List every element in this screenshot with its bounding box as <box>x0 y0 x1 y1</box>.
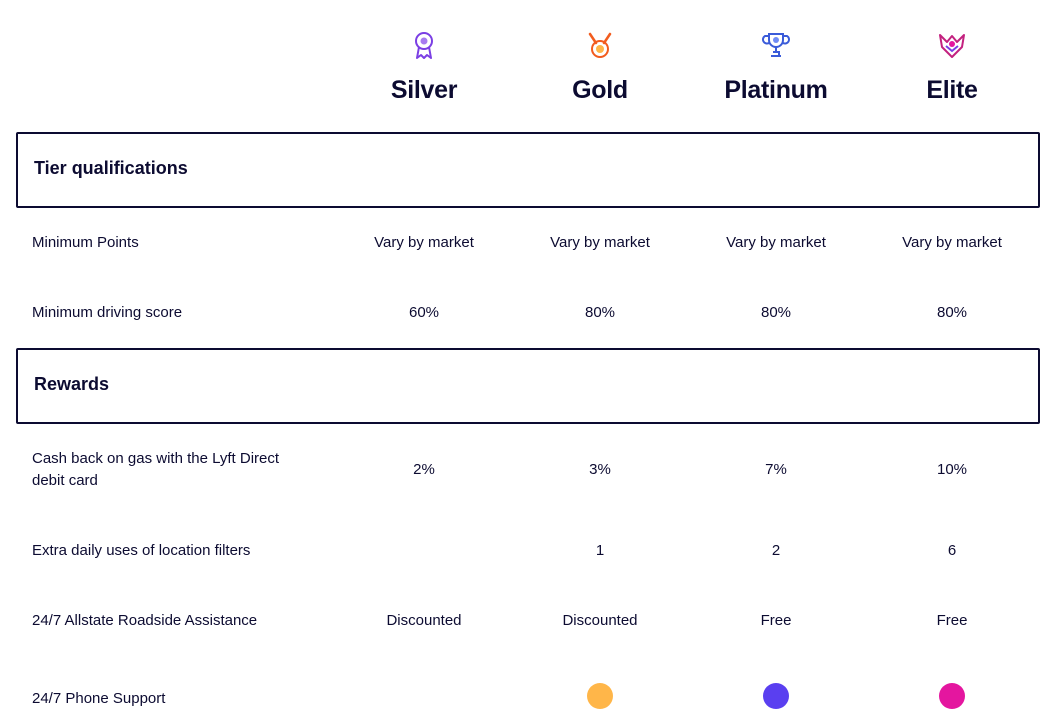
cell-gold: 1 <box>595 542 605 559</box>
cell-platinum: 7% <box>765 461 787 478</box>
cell-gold: 3% <box>589 461 611 478</box>
included-dot-elite <box>939 683 965 709</box>
cell-elite: Vary by market <box>902 234 1002 251</box>
section-title: Tier qualifications <box>34 158 188 178</box>
tier-name: Platinum <box>724 76 828 104</box>
section-rewards: Rewards <box>16 348 1040 424</box>
cell-silver: 60% <box>408 304 440 321</box>
cell-silver: 2% <box>413 461 435 478</box>
section-title: Rewards <box>34 374 110 394</box>
trophy-icon <box>762 33 790 57</box>
cell-gold: 80% <box>584 304 616 321</box>
row-label: Minimum driving score <box>32 304 183 321</box>
medal-ribbon-icon <box>415 32 433 59</box>
included-dot-platinum <box>763 683 789 709</box>
cell-platinum: 80% <box>760 304 792 321</box>
row-label: 24/7 Phone Support <box>32 690 166 707</box>
row-label: Minimum Points <box>32 234 139 251</box>
cell-elite: 80% <box>936 304 968 321</box>
cell-elite: Free <box>936 612 968 629</box>
cell-elite: 6 <box>947 542 957 559</box>
row-label: Cash back on gas with the Lyft Direct de… <box>32 450 280 489</box>
section-tier-qualifications: Tier qualifications <box>16 132 1040 208</box>
row-label: 24/7 Allstate Roadside Assistance <box>32 612 258 629</box>
medal-laurel-icon <box>588 32 612 58</box>
tier-name: Elite <box>926 76 978 104</box>
cell-gold: Vary by market <box>550 234 650 251</box>
row-label: Extra daily uses of location filters <box>32 542 251 559</box>
cell-platinum: Vary by market <box>726 234 826 251</box>
cell-platinum: 2 <box>771 542 781 559</box>
cell-gold: Discounted <box>562 612 638 629</box>
cell-platinum: Free <box>760 612 792 629</box>
tier-name: Gold <box>572 76 628 104</box>
shield-wings-icon <box>939 34 965 58</box>
cell-silver: Vary by market <box>374 234 474 251</box>
tier-name: Silver <box>390 76 458 104</box>
cell-elite: 10% <box>936 461 968 478</box>
included-dot-gold <box>587 683 613 709</box>
cell-silver: Discounted <box>386 612 462 629</box>
